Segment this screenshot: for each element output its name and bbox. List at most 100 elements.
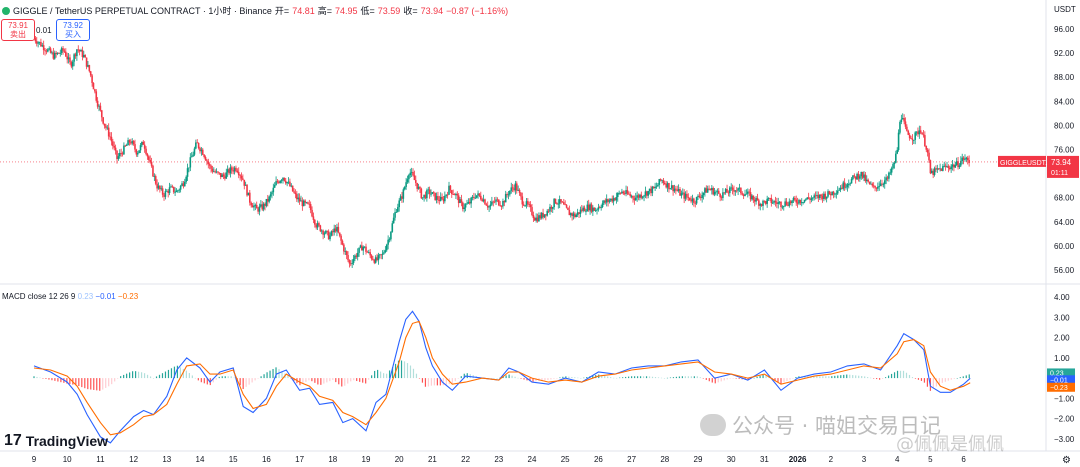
macd-header[interactable]: MACD close 12 26 9 0.23 −0.01 −0.23 [2,292,138,301]
tradingview-logo[interactable]: 17 TradingView [4,432,108,450]
candle-body [821,195,824,200]
candle-body [116,150,118,159]
candle-body [228,169,230,174]
macd-histogram-bar [134,371,137,379]
macd-histogram-bar [347,378,349,384]
candle-body [456,193,459,196]
candle-body [514,183,517,191]
candle-body [691,198,694,202]
candle-body [379,254,381,256]
macd-histogram-bar [864,376,866,379]
symbol-title[interactable]: GIGGLE / TetherUS PERPETUAL CONTRACT · 1… [13,6,272,16]
macd-histogram-bar [78,378,80,386]
candle-body [62,48,64,51]
candle-body [237,172,240,176]
candle-body [246,184,248,196]
macd-histogram-bar [120,376,122,379]
candle-body [897,132,900,150]
candle-body [809,198,811,200]
macd-histogram-bar [66,378,68,384]
macd-histogram-bar [867,377,869,379]
tradingview-logo-icon: 17 [4,432,22,449]
macd-histogram-bar [938,378,940,385]
macd-histogram-bar [329,378,331,382]
candle-body [300,200,302,202]
macd-histogram-bar [137,371,140,379]
macd-histogram-bar [628,376,630,379]
candle-body [188,167,190,169]
candle-body [164,191,167,197]
macd-histogram-bar [200,378,202,383]
candle-body [392,217,395,224]
candle-body [733,189,735,192]
time-tick-label: 3 [862,455,867,464]
macd-histogram-bar [765,375,767,379]
sell-button[interactable]: 73.91 卖出 [1,19,35,41]
macd-histogram-bar [54,378,56,381]
macd-histogram-bar [876,378,878,380]
candle-body [748,191,750,193]
macd-histogram-bar [326,378,328,383]
candle-body [330,231,333,236]
macd-histogram-bar [639,376,642,379]
candle-body [114,147,117,151]
candle-body [839,187,842,190]
candle-body [594,210,597,211]
candle-body [366,251,369,253]
candle-body [817,194,820,199]
macd-histogram-bar [317,378,319,385]
macd-histogram-bar [947,378,949,381]
candle-body [222,174,225,177]
macd-histogram-bar [96,378,98,391]
candle-body [937,168,940,170]
candle-body [581,209,583,211]
candle-body [40,41,42,47]
candle-body [561,201,564,203]
candle-body [794,197,796,200]
macd-histogram-bar [45,378,47,379]
candle-body [818,194,821,199]
macd-histogram-bar [427,378,430,387]
candle-body [214,171,217,173]
candle-body [619,192,622,194]
macd-histogram-bar [795,377,797,379]
candle-body [753,199,756,202]
macd-histogram-bar [418,378,421,379]
candle-body [828,191,831,195]
candle-body [370,255,373,259]
candle-body [816,194,818,196]
macd-value-tag-bg [1047,368,1075,378]
candle-body [107,127,110,137]
candle-body [226,169,229,173]
macd-histogram-bar [884,377,887,379]
candle-body [513,188,515,191]
watermark: 公众号 · 喵姐交易日记 [700,410,941,440]
macd-histogram-bar [544,378,546,381]
candle-body [924,135,926,147]
macd-histogram-bar [132,371,134,379]
candle-body [766,198,768,204]
candle-body [778,201,781,203]
candle-body [693,198,695,203]
candle-body [565,204,568,208]
candle-body [284,180,287,184]
candle-body [296,194,298,200]
candle-body [708,188,710,190]
macd-histogram-bar [433,378,435,386]
candle-body [457,195,460,204]
candle-body [464,204,467,208]
buy-button[interactable]: 73.92 买入 [56,19,90,41]
candle-body [784,201,786,206]
candle-body [650,188,652,194]
macd-histogram-bar [613,377,615,379]
candle-body [835,193,838,195]
candle-body [861,171,864,178]
candle-body [362,246,365,251]
candle-body [636,195,638,198]
candle-body [795,199,798,203]
macd-histogram-bar [290,378,292,379]
candle-body [911,138,914,141]
candle-body [918,130,921,135]
macd-histogram-bar [75,378,77,386]
